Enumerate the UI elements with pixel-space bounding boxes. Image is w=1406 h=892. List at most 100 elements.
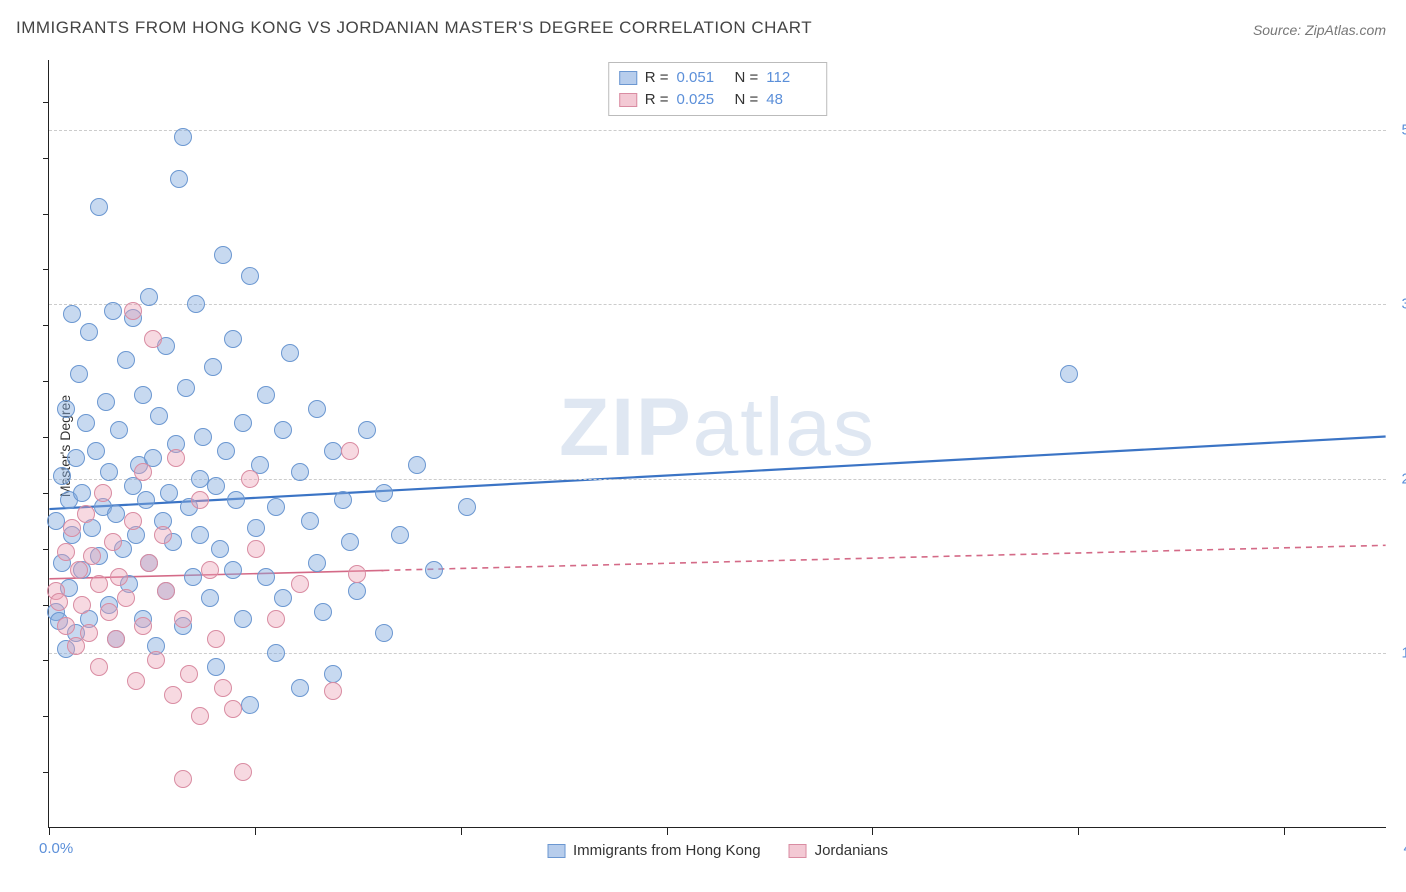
scatter-point-hk — [184, 568, 202, 586]
scatter-point-hk — [301, 512, 319, 530]
scatter-point-hk — [77, 414, 95, 432]
y-minor-tick — [43, 269, 49, 270]
scatter-point-jo — [63, 519, 81, 537]
scatter-point-jo — [157, 582, 175, 600]
y-minor-tick — [43, 102, 49, 103]
y-minor-tick — [43, 437, 49, 438]
scatter-point-hk — [241, 696, 259, 714]
legend-swatch-hk — [547, 844, 565, 858]
scatter-point-jo — [90, 658, 108, 676]
scatter-point-hk — [107, 505, 125, 523]
scatter-point-hk — [137, 491, 155, 509]
scatter-point-hk — [241, 267, 259, 285]
scatter-point-jo — [134, 463, 152, 481]
scatter-point-jo — [57, 617, 75, 635]
scatter-point-jo — [110, 568, 128, 586]
scatter-point-hk — [308, 400, 326, 418]
scatter-point-hk — [227, 491, 245, 509]
y-tick-label: 37.5% — [1390, 296, 1406, 313]
scatter-point-hk — [234, 610, 252, 628]
scatter-point-hk — [194, 428, 212, 446]
scatter-point-jo — [174, 770, 192, 788]
scatter-point-hk — [104, 302, 122, 320]
scatter-point-hk — [314, 603, 332, 621]
scatter-point-jo — [180, 665, 198, 683]
legend-label-hk: Immigrants from Hong Kong — [573, 842, 761, 859]
x-tick — [461, 827, 462, 835]
legend-item-jo: Jordanians — [789, 842, 888, 859]
scatter-point-jo — [117, 589, 135, 607]
scatter-point-jo — [191, 491, 209, 509]
gridline — [49, 304, 1386, 305]
scatter-point-hk — [80, 323, 98, 341]
scatter-point-hk — [214, 246, 232, 264]
scatter-point-jo — [104, 533, 122, 551]
scatter-point-jo — [94, 484, 112, 502]
scatter-point-jo — [164, 686, 182, 704]
source-name: ZipAtlas.com — [1305, 22, 1386, 38]
y-tick-label: 12.5% — [1390, 645, 1406, 662]
y-minor-tick — [43, 381, 49, 382]
scatter-point-jo — [201, 561, 219, 579]
legend-R-value-jo: 0.025 — [677, 89, 727, 111]
scatter-point-jo — [267, 610, 285, 628]
legend-swatch-jo — [619, 93, 637, 107]
correlation-legend: R =0.051N =112R =0.025N =48 — [608, 62, 828, 116]
scatter-point-hk — [358, 421, 376, 439]
scatter-point-hk — [324, 442, 342, 460]
x-tick — [1078, 827, 1079, 835]
y-minor-tick — [43, 660, 49, 661]
scatter-point-jo — [224, 700, 242, 718]
scatter-point-jo — [67, 637, 85, 655]
legend-row-jo: R =0.025N =48 — [619, 89, 817, 111]
scatter-point-hk — [291, 679, 309, 697]
legend-R-label: R = — [645, 89, 669, 111]
x-tick — [1284, 827, 1285, 835]
scatter-point-hk — [281, 344, 299, 362]
legend-swatch-jo — [789, 844, 807, 858]
scatter-point-hk — [324, 665, 342, 683]
plot-area: ZIPatlas R =0.051N =112R =0.025N =48 0.0… — [48, 60, 1386, 828]
x-tick — [872, 827, 873, 835]
legend-R-label: R = — [645, 67, 669, 89]
legend-swatch-hk — [619, 71, 637, 85]
scatter-point-hk — [375, 484, 393, 502]
scatter-point-hk — [134, 386, 152, 404]
watermark-atlas: atlas — [693, 382, 876, 473]
scatter-point-hk — [408, 456, 426, 474]
scatter-point-jo — [144, 330, 162, 348]
scatter-point-hk — [97, 393, 115, 411]
legend-label-jo: Jordanians — [815, 842, 888, 859]
scatter-point-hk — [204, 358, 222, 376]
scatter-point-jo — [83, 547, 101, 565]
scatter-point-hk — [100, 463, 118, 481]
scatter-point-jo — [214, 679, 232, 697]
scatter-point-hk — [217, 442, 235, 460]
scatter-point-hk — [341, 533, 359, 551]
legend-N-label: N = — [735, 67, 759, 89]
scatter-point-hk — [53, 467, 71, 485]
scatter-point-jo — [77, 505, 95, 523]
scatter-point-jo — [80, 624, 98, 642]
scatter-point-hk — [291, 463, 309, 481]
scatter-point-jo — [73, 596, 91, 614]
scatter-point-hk — [1060, 365, 1078, 383]
scatter-point-jo — [124, 302, 142, 320]
source-attribution: Source: ZipAtlas.com — [1253, 22, 1386, 38]
scatter-point-jo — [241, 470, 259, 488]
scatter-point-jo — [124, 512, 142, 530]
scatter-point-hk — [211, 540, 229, 558]
scatter-point-hk — [150, 407, 168, 425]
scatter-point-hk — [207, 658, 225, 676]
legend-item-hk: Immigrants from Hong Kong — [547, 842, 761, 859]
scatter-point-hk — [224, 561, 242, 579]
scatter-point-hk — [87, 442, 105, 460]
scatter-point-jo — [57, 543, 75, 561]
scatter-point-hk — [267, 498, 285, 516]
y-minor-tick — [43, 772, 49, 773]
gridline — [49, 130, 1386, 131]
scatter-point-hk — [247, 519, 265, 537]
scatter-point-hk — [274, 421, 292, 439]
scatter-point-hk — [73, 484, 91, 502]
scatter-point-hk — [375, 624, 393, 642]
